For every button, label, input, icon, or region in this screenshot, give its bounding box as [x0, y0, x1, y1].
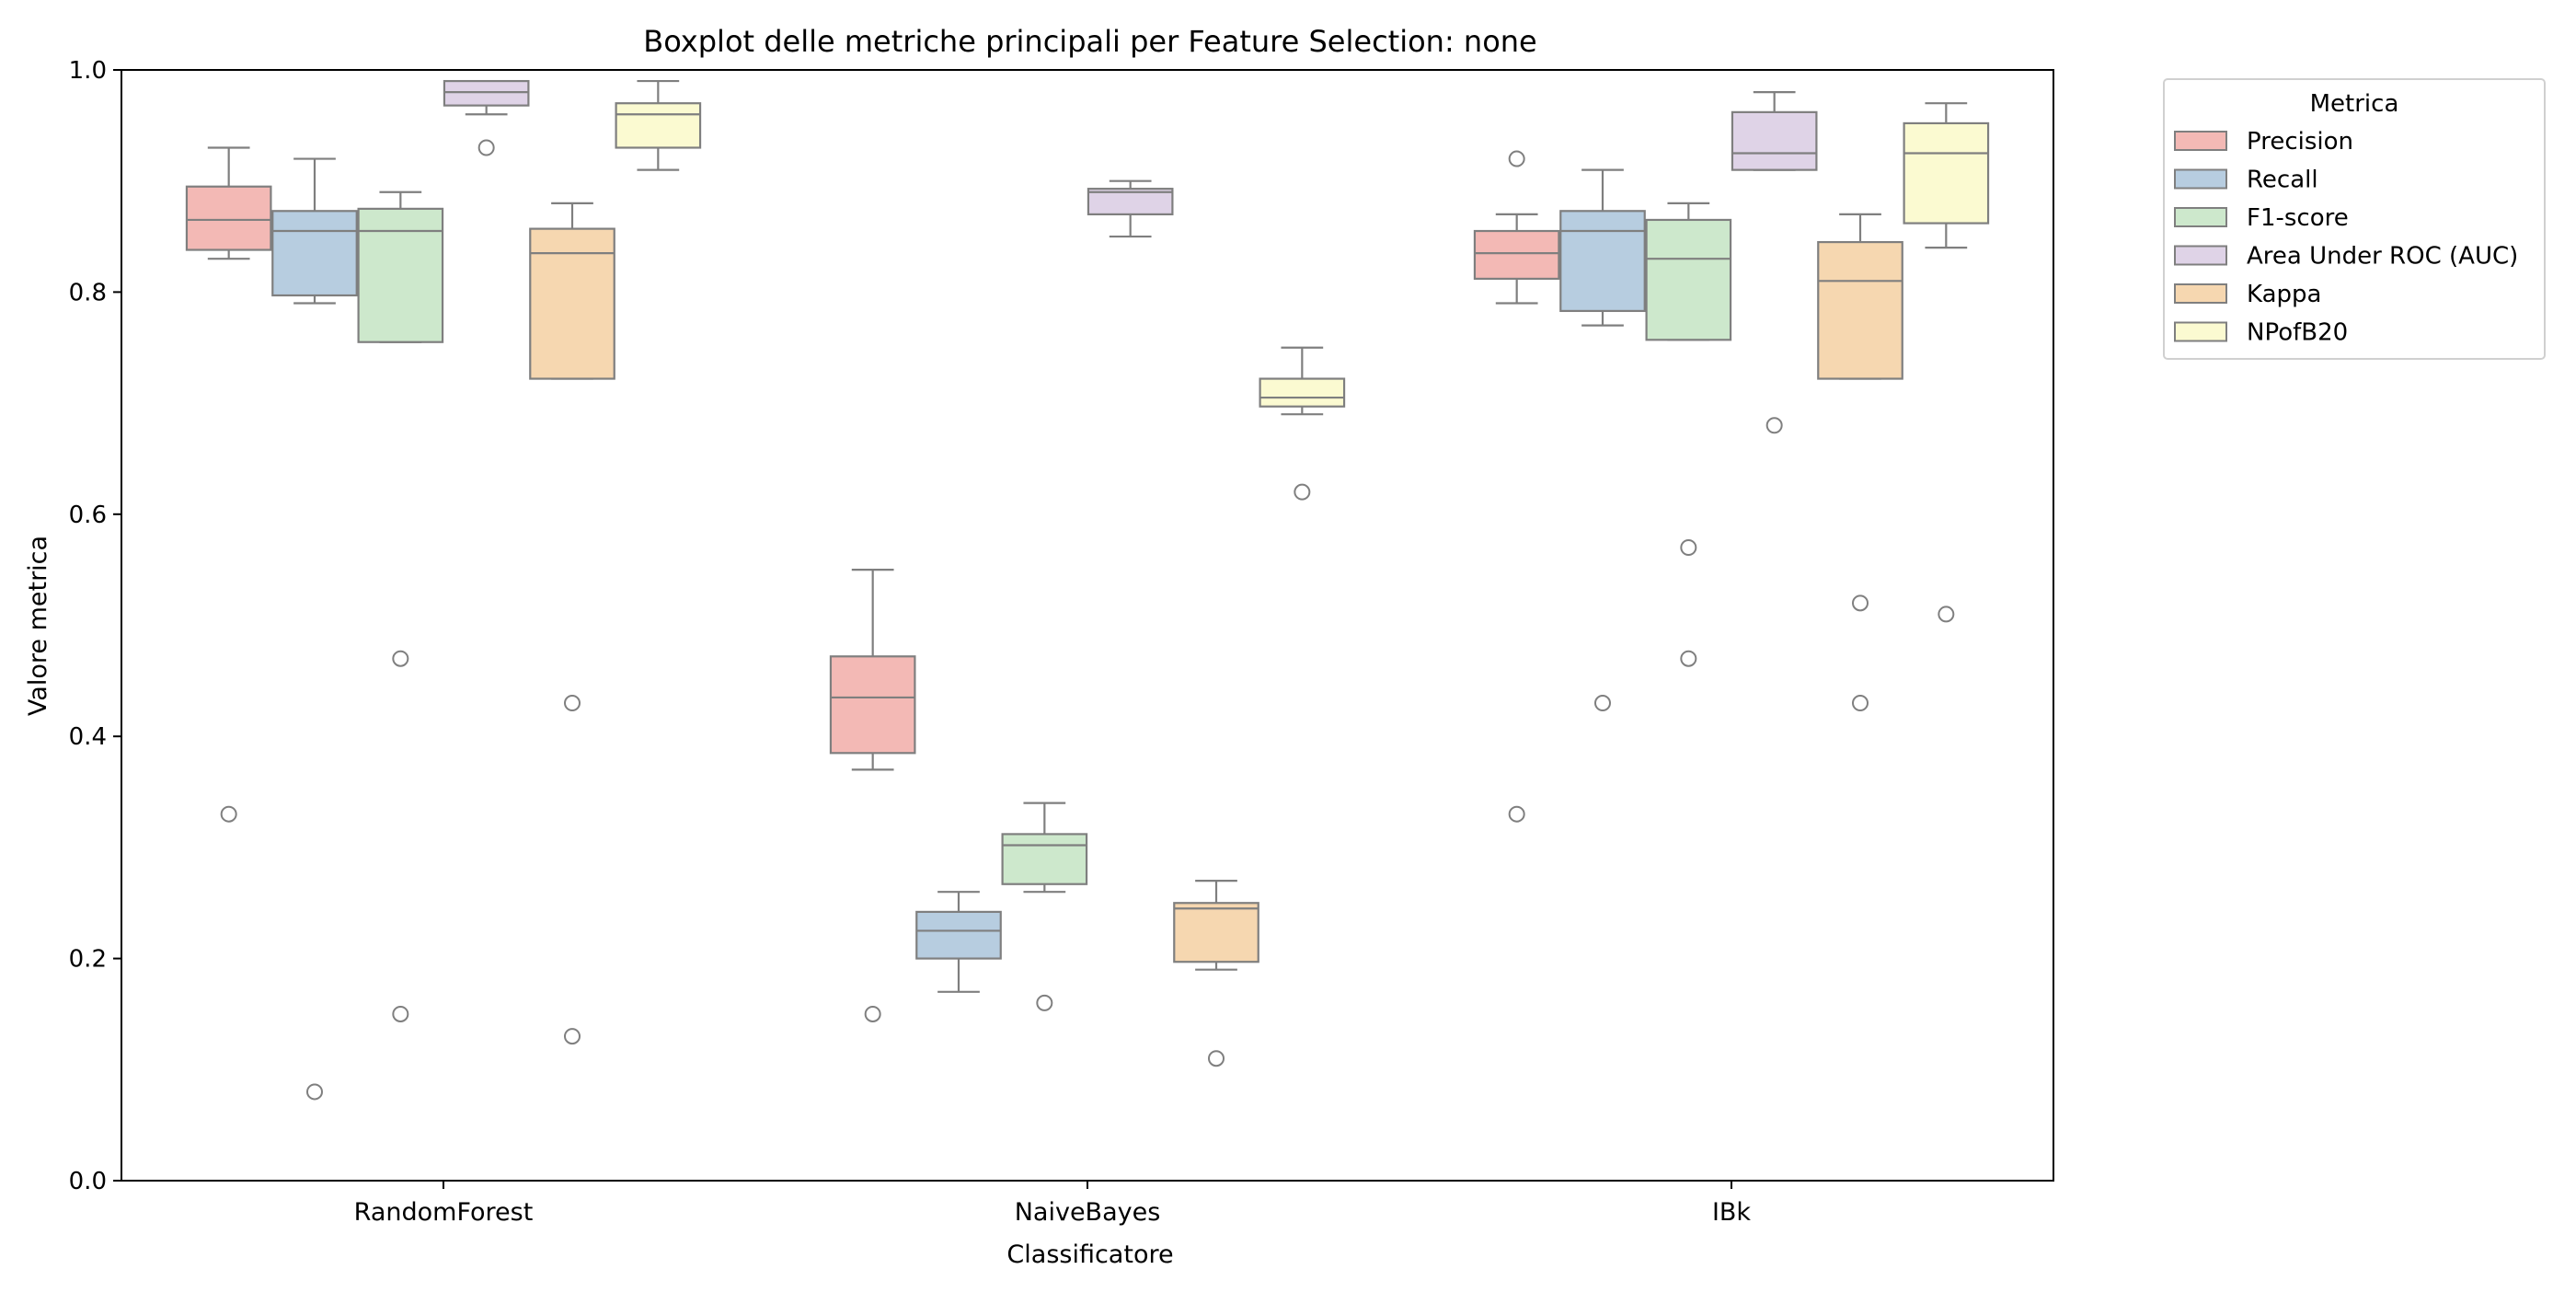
box-kappa-naivebayes: [1173, 902, 1259, 963]
y-tick-label: 1.0: [69, 57, 107, 85]
y-tick-label: 0.8: [69, 279, 107, 306]
outlier-kappa-ibk-1: [1852, 694, 1869, 711]
plot-area: 0.0 0.2 0.4 0.6 0.8 1.0 RandomForest NaiveBayes…: [69, 57, 2054, 1227]
y-tick-label: 0.0: [69, 1168, 107, 1195]
box-area-under-roc-auc-randomforest: [443, 79, 530, 107]
outlier-f1-score-randomforest-0: [392, 650, 409, 667]
box-npofb20-randomforest: [615, 102, 702, 149]
legend-entry-label: F1-score: [2247, 204, 2349, 232]
legend-swatch-5: [2174, 321, 2227, 342]
box-f1-score-naivebayes: [1001, 833, 1088, 885]
legend: Metrica Precision Recall F1-score Area Under…: [2163, 78, 2546, 360]
box-recall-ibk: [1559, 210, 1646, 313]
outlier-precision-randomforest-0: [220, 805, 237, 823]
y-axis-label: Valore metrica: [24, 536, 52, 716]
outlier-kappa-naivebayes-0: [1208, 1050, 1225, 1067]
outlier-f1-score-ibk-1: [1680, 650, 1697, 667]
outlier-precision-ibk-0: [1508, 150, 1525, 167]
outlier-kappa-ibk-0: [1852, 594, 1869, 612]
legend-swatch-1: [2174, 168, 2227, 190]
outlier-area-under-roc-auc-randomforest-0: [477, 139, 495, 156]
outlier-area-under-roc-auc-ibk-0: [1765, 417, 1783, 434]
legend-swatch-0: [2174, 131, 2227, 151]
legend-title: Metrica: [2310, 90, 2399, 118]
outlier-npofb20-ibk-0: [1938, 606, 1955, 623]
box-precision-randomforest: [185, 185, 272, 251]
box-npofb20-ibk: [1903, 121, 1990, 225]
legend-entry-label: Recall: [2247, 167, 2318, 194]
outlier-f1-score-ibk-0: [1680, 539, 1697, 557]
box-area-under-roc-auc-ibk: [1731, 110, 1818, 171]
outlier-precision-naivebayes-0: [864, 1005, 881, 1022]
box-recall-naivebayes: [915, 910, 1002, 960]
box-npofb20-naivebayes: [1259, 377, 1346, 408]
box-precision-naivebayes: [829, 655, 916, 755]
x-tick-label-randomforest: RandomForest: [354, 1198, 534, 1227]
chart-title: Boxplot delle metriche principali per Fe…: [643, 24, 1536, 59]
outlier-f1-score-randomforest-1: [392, 1005, 409, 1022]
legend-entry-label: NPofB20: [2247, 319, 2348, 347]
x-tick-label-naivebayes: NaiveBayes: [1015, 1198, 1161, 1227]
box-precision-ibk: [1473, 229, 1560, 281]
outlier-precision-ibk-1: [1508, 805, 1525, 823]
y-tick-label: 0.4: [69, 723, 107, 751]
legend-frame: [2163, 78, 2546, 360]
y-tick-label: 0.6: [69, 502, 107, 529]
box-f1-score-randomforest: [357, 207, 444, 343]
legend-entry-label: Kappa: [2247, 281, 2321, 308]
outlier-kappa-randomforest-0: [564, 694, 581, 711]
legend-entry-label: Precision: [2247, 128, 2353, 156]
y-tick-label: 0.2: [69, 946, 107, 974]
outlier-recall-ibk-0: [1594, 694, 1611, 711]
box-f1-score-ibk: [1645, 218, 1732, 341]
x-tick-label-ibk: IBk: [1712, 1198, 1751, 1227]
outlier-recall-randomforest-0: [306, 1083, 323, 1101]
outlier-f1-score-naivebayes-0: [1036, 994, 1053, 1011]
legend-swatch-2: [2174, 207, 2227, 227]
box-recall-randomforest: [271, 210, 358, 297]
box-kappa-randomforest: [529, 227, 615, 380]
legend-entry-label: Area Under ROC (AUC): [2247, 243, 2518, 271]
legend-swatch-3: [2174, 245, 2227, 266]
outlier-kappa-randomforest-1: [564, 1028, 581, 1045]
x-axis-label: Classificatore: [1006, 1240, 1173, 1269]
box-kappa-ibk: [1817, 240, 1903, 380]
legend-swatch-4: [2174, 283, 2227, 304]
outlier-npofb20-naivebayes-0: [1294, 483, 1311, 501]
